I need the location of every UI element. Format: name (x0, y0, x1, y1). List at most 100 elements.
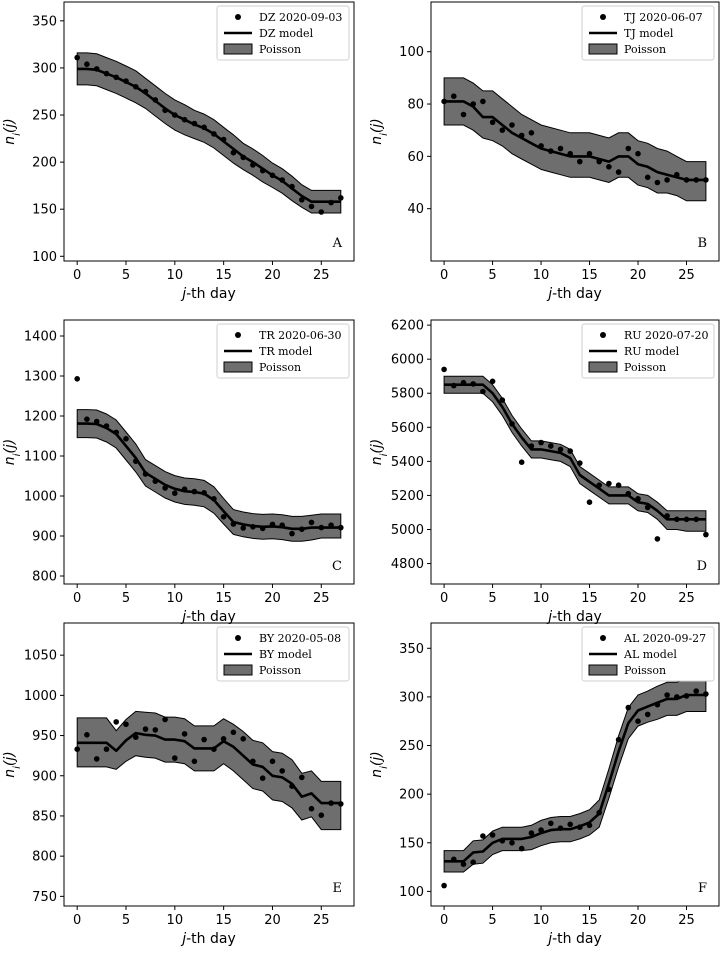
x-tick-label-a: 0 (73, 268, 81, 283)
panel-letter-a: A (332, 236, 343, 251)
y-tick-label-a: 150 (32, 203, 57, 218)
data-point-a (338, 195, 344, 201)
x-tick-label-a: 5 (122, 268, 130, 283)
y-tick-label-f: 100 (399, 885, 424, 900)
x-axis-label-d: j-th day (546, 609, 602, 625)
data-point-b (644, 174, 651, 181)
data-point-c (220, 514, 227, 520)
data-point-f (577, 824, 583, 830)
y-tick-label-e: 850 (32, 809, 57, 824)
legend-label-model-b: TJ model (624, 27, 674, 40)
data-point-d (509, 421, 515, 427)
data-point-e (113, 719, 119, 725)
data-point-b (528, 130, 535, 136)
data-point-b (654, 179, 661, 186)
y-tick-label-d: 5000 (391, 523, 424, 538)
x-tick-label-e: 15 (215, 913, 232, 928)
data-point-b (596, 158, 602, 165)
data-point-f (499, 838, 506, 844)
legend-marker-band-d (588, 361, 618, 373)
y-tick-label-e: 1000 (24, 689, 57, 704)
y-tick-label-c: 1100 (24, 450, 57, 465)
data-point-d (480, 388, 486, 395)
data-point-b (489, 119, 496, 126)
data-point-e (103, 746, 110, 752)
y-tick-label-d: 5200 (391, 489, 424, 504)
data-point-b (683, 177, 690, 183)
x-tick-label-c: 5 (122, 591, 130, 606)
legend-marker-band-f (588, 664, 618, 676)
x-tick-label-e: 25 (313, 913, 330, 928)
data-point-a (181, 116, 188, 123)
data-point-c (103, 423, 110, 429)
data-point-c (123, 436, 129, 442)
y-tick-label-d: 4800 (391, 557, 424, 572)
data-point-e (181, 731, 188, 737)
data-point-d (489, 378, 496, 385)
data-point-d (441, 366, 447, 373)
x-tick-label-e: 20 (264, 913, 281, 928)
legend-label-points-e: BY 2020-05-08 (259, 632, 341, 645)
data-point-e (328, 800, 334, 806)
axes-frame-a (63, 1, 355, 262)
data-point-b (615, 169, 622, 175)
x-tick-label-f: 0 (440, 913, 448, 928)
data-point-c (289, 530, 295, 537)
data-point-c (162, 485, 168, 491)
panel-letter-c: C (332, 559, 342, 574)
data-point-a (172, 112, 178, 118)
panel-letter-b: B (697, 236, 707, 251)
data-point-a (74, 54, 80, 61)
data-point-b (451, 93, 457, 99)
data-point-c (113, 429, 119, 436)
data-point-f (635, 718, 641, 724)
data-point-d (664, 513, 670, 519)
data-point-c (211, 496, 217, 502)
legend-label-model-f: AL model (623, 648, 677, 661)
x-axis-label-f: j-th day (546, 931, 602, 947)
y-axis-label-a: ni(j) (2, 118, 23, 144)
data-point-d (635, 496, 641, 502)
data-point-e (172, 755, 178, 761)
data-point-e (259, 775, 266, 781)
data-point-f (518, 845, 525, 852)
x-tick-label-d: 15 (581, 591, 598, 606)
x-tick-label-c: 15 (215, 591, 232, 606)
data-point-a (142, 88, 149, 95)
data-point-d (577, 460, 583, 466)
y-tick-label-b: 60 (407, 150, 424, 165)
axes-frame-f (430, 622, 720, 907)
data-point-b (606, 164, 612, 170)
legend-marker-points-e (235, 635, 241, 641)
data-point-f (586, 822, 593, 829)
x-tick-label-b: 25 (678, 268, 695, 283)
x-tick-label-f: 20 (630, 913, 647, 928)
legend-marker-points-f (600, 635, 606, 641)
data-point-f (654, 701, 661, 708)
data-point-b (693, 177, 699, 183)
data-point-a (191, 120, 198, 127)
data-point-c (318, 524, 325, 531)
axes-frame-c (63, 319, 355, 585)
poisson-band-d (443, 375, 707, 532)
data-point-b (480, 98, 486, 105)
data-point-a (103, 70, 110, 77)
model-line-c (77, 422, 341, 531)
data-point-b (586, 150, 593, 157)
x-axis-label-a: j-th day (180, 286, 236, 302)
y-axis-label-f: ni(j) (369, 751, 390, 777)
data-point-f (548, 820, 554, 827)
x-axis-label-c: j-th day (180, 609, 236, 625)
chart-panel-c: 0 5 10 15 20 25 800 900 1000 1100 1200 1300 1400 j-th… (2, 319, 355, 625)
data-point-f (451, 856, 457, 863)
data-point-b (635, 150, 641, 157)
y-tick-label-e: 750 (32, 890, 57, 905)
axes-frame-e (63, 622, 355, 907)
data-point-a (240, 154, 246, 161)
x-tick-label-a: 20 (264, 268, 281, 283)
data-point-f (596, 809, 602, 816)
data-point-a (328, 199, 334, 206)
data-point-d (606, 480, 612, 487)
data-point-a (308, 203, 315, 210)
